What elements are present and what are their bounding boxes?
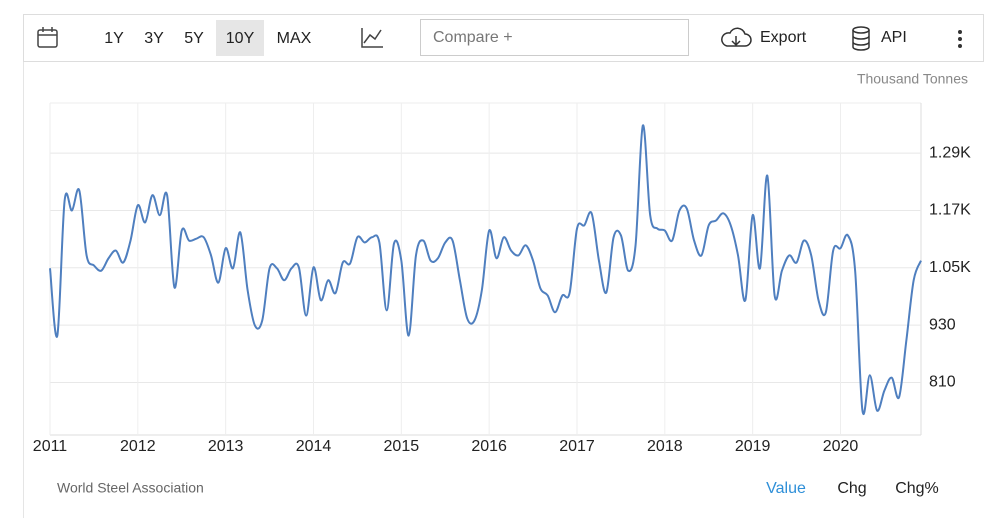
- unit-label: Thousand Tonnes: [857, 71, 968, 87]
- x-tick-label: 2015: [384, 438, 420, 455]
- y-tick-label: 1.17K: [929, 202, 971, 219]
- range-button[interactable]: 3Y: [144, 30, 164, 47]
- source: World Steel Association: [57, 480, 204, 496]
- range-button[interactable]: MAX: [277, 30, 312, 47]
- x-tick-label: 2014: [296, 438, 332, 455]
- more-menu[interactable]: [958, 30, 962, 48]
- x-tick-label: 2019: [735, 438, 771, 455]
- x-tick-label: 2017: [559, 438, 595, 455]
- x-tick-label: 2016: [471, 438, 507, 455]
- footer-tab[interactable]: Chg%: [895, 480, 939, 497]
- y-tick-label: 930: [929, 316, 956, 333]
- x-tick-label: 2018: [647, 438, 683, 455]
- export-icon[interactable]: [721, 27, 752, 47]
- api-button[interactable]: API: [881, 29, 907, 46]
- x-tick-label: 2013: [208, 438, 244, 455]
- compare-placeholder[interactable]: Compare +: [433, 29, 513, 46]
- series-line: [49, 124, 922, 416]
- footer-tab[interactable]: Chg: [837, 480, 866, 497]
- x-tick-label: 2012: [120, 438, 156, 455]
- calendar-icon[interactable]: [37, 27, 58, 48]
- range-selected: [216, 20, 264, 56]
- footer-tab[interactable]: Value: [766, 480, 806, 497]
- x-tick-label: 2011: [33, 438, 68, 455]
- export-button[interactable]: Export: [760, 29, 807, 46]
- y-tick-label: 810: [929, 374, 956, 391]
- compare-input[interactable]: [420, 19, 689, 56]
- range-button[interactable]: 10Y: [226, 30, 255, 47]
- range-button[interactable]: 5Y: [184, 30, 204, 47]
- y-tick-label: 1.05K: [929, 259, 971, 276]
- x-tick-label: 2020: [823, 438, 859, 455]
- range-button[interactable]: 1Y: [104, 30, 124, 47]
- chart-type-icon[interactable]: [361, 28, 383, 48]
- api-icon[interactable]: [852, 26, 870, 51]
- y-tick-label: 1.29K: [929, 144, 971, 161]
